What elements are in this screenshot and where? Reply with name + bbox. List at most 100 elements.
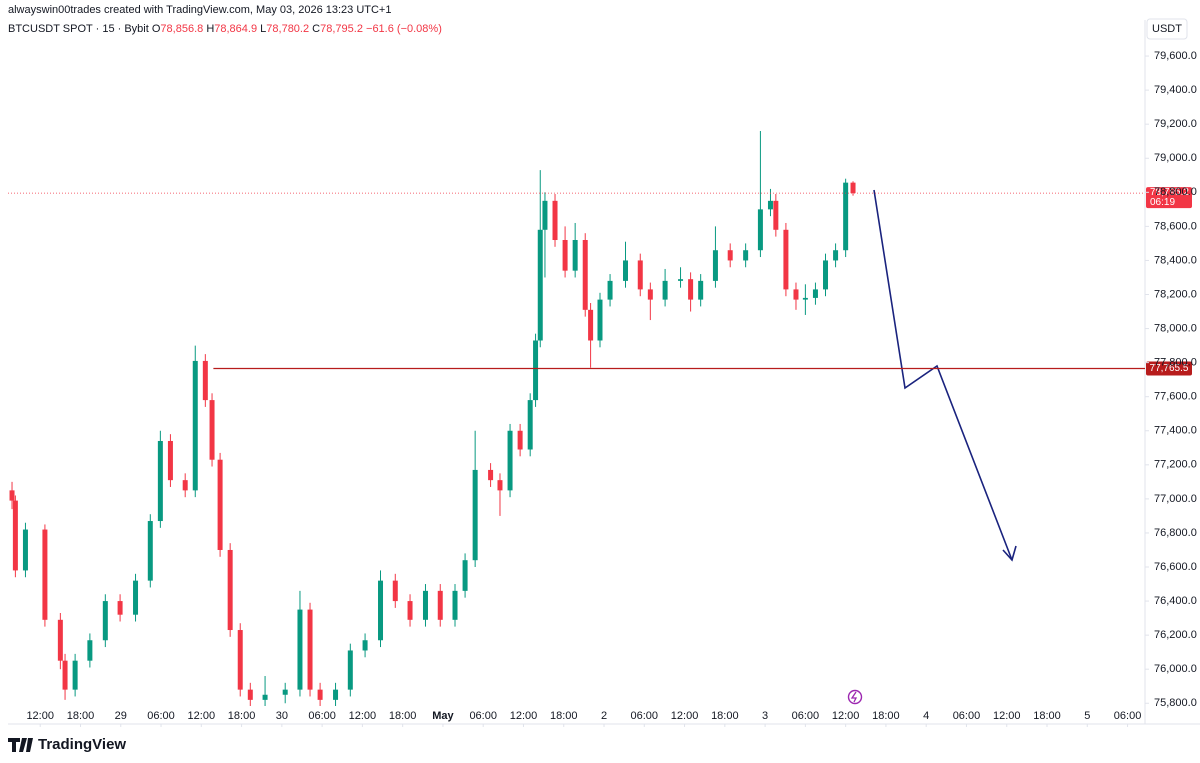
currency: USDT <box>1152 23 1182 35</box>
change: −61.6 <box>366 23 394 35</box>
candle-body <box>437 590 443 620</box>
candle-body <box>87 640 93 661</box>
arrow-head <box>1002 545 1017 562</box>
candle-body <box>712 250 718 281</box>
x-tick-label: 06:00 <box>147 710 175 722</box>
candle-body <box>407 601 413 620</box>
ohlc-value: 78,795.2 <box>320 23 363 35</box>
candle-body <box>247 689 253 700</box>
candle-body <box>812 289 818 298</box>
attribution: alwayswin00trades created with TradingVi… <box>8 4 392 16</box>
candle-body <box>422 590 428 620</box>
y-tick-label: 78,000.0 <box>1154 322 1197 334</box>
y-tick-label: 77,200.0 <box>1154 459 1197 471</box>
candle-body <box>22 529 28 571</box>
y-tick-label: 78,800.0 <box>1154 186 1197 198</box>
candle-body <box>537 229 543 341</box>
x-tick-label: 29 <box>115 710 127 722</box>
candle-body <box>622 260 628 281</box>
y-tick-label: 76,200.0 <box>1154 629 1197 641</box>
currency-box <box>1146 18 1188 40</box>
candle-body <box>237 630 243 690</box>
symbol: BTCUSDT SPOT · 15 · Bybit <box>8 23 149 35</box>
candle-body <box>333 689 339 700</box>
x-tick-label: 2 <box>601 710 607 722</box>
candle-body <box>647 289 653 300</box>
candle-body <box>102 601 108 641</box>
x-tick-label: 06:00 <box>1114 710 1142 722</box>
y-tick-label: 77,600.0 <box>1154 391 1197 403</box>
candle-body <box>757 209 763 251</box>
y-tick-label: 79,200.0 <box>1154 118 1197 130</box>
candle-body <box>472 469 478 561</box>
x-tick-label: 06:00 <box>469 710 497 722</box>
candle-body <box>192 360 198 491</box>
candle-body <box>743 250 749 261</box>
ohlc-key: H <box>206 23 215 35</box>
candle-body <box>562 240 568 271</box>
candle-body <box>597 299 603 341</box>
last-price-tag <box>1146 187 1192 209</box>
ohlc-key: O <box>151 23 161 35</box>
candle-body <box>262 694 268 700</box>
candle-body <box>767 200 773 210</box>
y-tick-label: 76,600.0 <box>1154 561 1197 573</box>
x-tick-label: 18:00 <box>711 710 739 722</box>
candle-body <box>297 609 303 690</box>
candle-body <box>833 250 839 261</box>
projection-path <box>873 189 1013 561</box>
candles <box>9 131 856 706</box>
candle-body <box>507 430 513 491</box>
candle-body <box>542 200 548 230</box>
candle-body <box>637 260 643 290</box>
y-tick-label: 76,000.0 <box>1154 663 1197 675</box>
level-label: 77,765.5 <box>1150 363 1189 374</box>
candle-body <box>793 289 799 300</box>
countdown: 06:19 <box>1150 197 1175 208</box>
x-tick-label: May <box>432 710 454 722</box>
candle-body <box>182 480 188 491</box>
x-tick-label: 12:00 <box>671 710 699 722</box>
candle-body <box>217 459 223 550</box>
candle-body <box>527 400 533 450</box>
candle-body <box>802 297 808 300</box>
y-tick-label: 78,600.0 <box>1154 220 1197 232</box>
candle-body <box>517 430 523 450</box>
y-tick-label: 77,000.0 <box>1154 493 1197 505</box>
ohlc-value: 78,856.8 <box>160 23 204 35</box>
x-tick-label: 30 <box>276 710 288 722</box>
candle-body <box>227 549 233 631</box>
y-tick-label: 75,800.0 <box>1154 697 1197 709</box>
x-tick-label: 18:00 <box>67 710 95 722</box>
x-tick-label: 06:00 <box>308 710 336 722</box>
x-tick-label: 12:00 <box>832 710 860 722</box>
candle-body <box>42 529 48 620</box>
candle-body <box>533 340 539 401</box>
candle-body <box>282 689 288 695</box>
event-icon[interactable] <box>847 689 863 705</box>
y-tick-label: 77,400.0 <box>1154 425 1197 437</box>
x-tick-label: 12:00 <box>188 710 216 722</box>
candle-body <box>392 580 398 602</box>
candle-body <box>688 279 694 300</box>
candle-body <box>117 601 123 615</box>
x-tick-label: 18:00 <box>228 710 256 722</box>
symbol-line: BTCUSDT SPOT · 15 · Bybit O78,856.8 H 78,… <box>8 23 442 35</box>
candle-body <box>72 660 78 690</box>
x-tick-label: 06:00 <box>953 710 981 722</box>
x-tick-label: 18:00 <box>872 710 900 722</box>
x-tick-label: 18:00 <box>389 710 417 722</box>
candle-body <box>452 590 458 620</box>
level-tag <box>1146 361 1192 376</box>
candle-body <box>588 309 594 341</box>
candle-body <box>12 500 18 571</box>
candle-body <box>307 609 313 690</box>
candle-body <box>362 640 368 651</box>
x-tick-label: 3 <box>762 710 768 722</box>
candle-body <box>678 279 684 281</box>
x-tick-label: 12:00 <box>349 710 377 722</box>
candle-body <box>9 490 15 501</box>
candle-body <box>662 280 668 300</box>
